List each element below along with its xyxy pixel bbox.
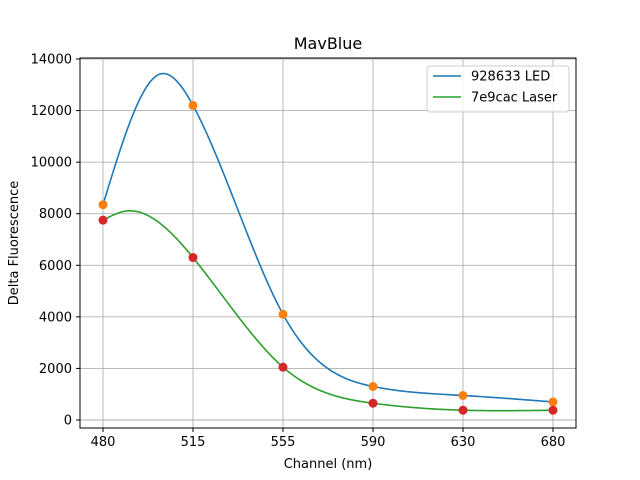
data-point-series-1 bbox=[188, 253, 198, 263]
data-point-series-0 bbox=[98, 200, 108, 210]
series-group bbox=[98, 72, 558, 415]
plot-frame bbox=[79, 57, 577, 429]
x-tick-label: 480 bbox=[91, 435, 116, 450]
y-axis-label: Delta Fluorescence bbox=[7, 181, 22, 305]
x-axis-label: Channel (nm) bbox=[284, 457, 373, 472]
data-point-series-1 bbox=[548, 405, 558, 415]
data-point-series-0 bbox=[278, 309, 288, 319]
x-tick-label: 555 bbox=[271, 435, 296, 450]
y-tick-label: 2000 bbox=[39, 362, 72, 377]
legend-label-laser: 7e9cac Laser bbox=[471, 91, 558, 106]
y-tick-label: 10000 bbox=[31, 156, 72, 171]
data-point-series-1 bbox=[368, 398, 378, 408]
data-point-series-0 bbox=[368, 381, 378, 391]
x-tick-label: 515 bbox=[181, 435, 206, 450]
legend: 928633 LED 7e9cac Laser bbox=[426, 65, 570, 113]
grid bbox=[80, 58, 576, 428]
series-line-1 bbox=[102, 210, 554, 412]
y-tick-label: 8000 bbox=[39, 207, 72, 222]
data-point-series-1 bbox=[278, 362, 288, 372]
legend-box bbox=[426, 65, 570, 113]
y-tick-label: 4000 bbox=[39, 310, 72, 325]
x-tick-label: 590 bbox=[361, 435, 386, 450]
axis-ticks: 480 515 555 590 630 680 0 2000 4000 6000 8000 10000… bbox=[31, 53, 566, 451]
data-point-series-0 bbox=[548, 397, 558, 407]
y-tick-label: 14000 bbox=[31, 53, 72, 68]
x-tick-label: 680 bbox=[541, 435, 566, 450]
x-tick-label: 630 bbox=[451, 435, 476, 450]
data-point-series-1 bbox=[98, 215, 108, 225]
data-point-series-0 bbox=[188, 100, 198, 110]
y-tick-label: 6000 bbox=[39, 259, 72, 274]
data-point-series-0 bbox=[458, 391, 468, 401]
y-tick-label: 12000 bbox=[31, 104, 72, 119]
legend-label-led: 928633 LED bbox=[471, 70, 550, 85]
chart-title: MavBlue bbox=[294, 34, 362, 53]
series-line-0 bbox=[102, 72, 554, 403]
data-point-series-1 bbox=[458, 405, 468, 415]
y-tick-label: 0 bbox=[64, 414, 72, 429]
